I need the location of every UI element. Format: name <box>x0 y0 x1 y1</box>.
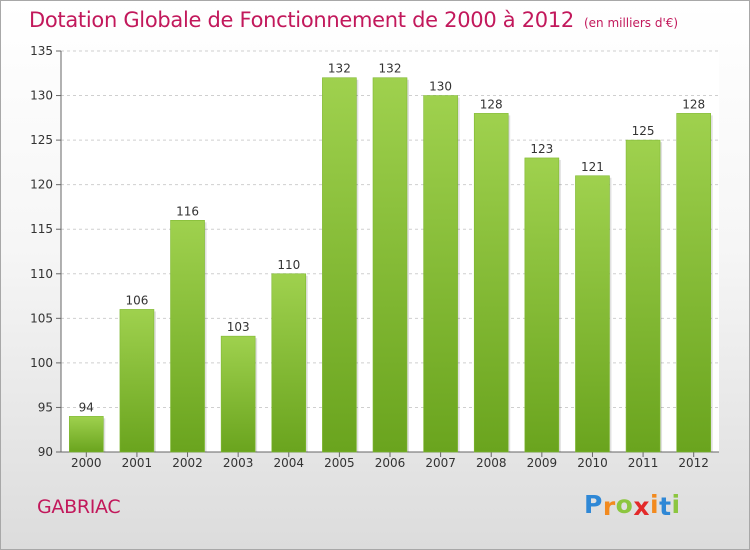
x-tick-label: 2007 <box>425 456 456 470</box>
x-tick-label: 2003 <box>223 456 254 470</box>
logo-letter: x <box>633 492 650 521</box>
bar <box>170 220 205 453</box>
logo-letter: P <box>584 490 603 519</box>
x-tick-label: 2000 <box>71 456 102 470</box>
logo-letter: i <box>671 490 681 519</box>
y-tick-label: 135 <box>30 44 53 58</box>
bars <box>69 77 713 453</box>
bar-value-label: 121 <box>581 160 604 174</box>
bar-value-label: 103 <box>227 320 250 334</box>
bar-value-label: 94 <box>79 400 94 414</box>
bar <box>423 95 458 453</box>
bar-value-label: 116 <box>176 204 199 218</box>
x-tick-label: 2004 <box>273 456 304 470</box>
y-tick-label: 125 <box>30 133 53 147</box>
y-tick-label: 115 <box>30 222 53 236</box>
bar <box>69 416 104 453</box>
bar <box>372 77 408 453</box>
chart-title-text: Dotation Globale de Fonctionnement de 20… <box>29 8 574 32</box>
x-tick-label: 2009 <box>527 456 558 470</box>
bar-value-label: 130 <box>429 80 452 94</box>
bar <box>473 113 509 453</box>
y-tick-label: 110 <box>30 267 53 281</box>
logo-letter: i <box>650 490 660 519</box>
bar-value-label: 128 <box>682 97 705 111</box>
x-tick-label: 2002 <box>172 456 203 470</box>
bar <box>676 113 711 453</box>
bar-value-label: 132 <box>328 62 351 76</box>
bar <box>271 273 307 453</box>
x-tick-label: 2008 <box>476 456 507 470</box>
bar <box>625 139 661 453</box>
y-tick-label: 90 <box>38 445 53 459</box>
bar <box>119 309 155 453</box>
bar-value-label: 123 <box>530 142 553 156</box>
logo-letter: r <box>602 492 616 521</box>
x-tick-label: 2012 <box>678 456 709 470</box>
y-tick-label: 130 <box>30 89 53 103</box>
x-tick-label: 2011 <box>628 456 659 470</box>
x-tick-label: 2010 <box>577 456 608 470</box>
x-tick-label: 2006 <box>375 456 406 470</box>
y-tick-label: 105 <box>30 311 53 325</box>
chart-subtitle: (en milliers d'€) <box>583 16 679 30</box>
bar <box>322 77 357 453</box>
bar-value-label: 132 <box>379 62 402 76</box>
bar <box>524 157 560 453</box>
x-tick-label: 2005 <box>324 456 355 470</box>
proxiti-logo: Proxiti <box>584 490 681 521</box>
commune-name: GABRIAC <box>37 496 121 518</box>
y-tick-label: 120 <box>30 178 53 192</box>
bar-value-label: 110 <box>277 258 300 272</box>
logo-letter: t <box>659 492 672 521</box>
chart-title: Dotation Globale de Fonctionnement de 20… <box>29 8 678 32</box>
y-tick-label: 100 <box>30 356 53 370</box>
labels: 90 95 100 105 110 115 120 125 130 135 94 2000 106 200… <box>30 44 709 470</box>
bar-value-label: 128 <box>480 97 503 111</box>
logo-letter: o <box>615 490 634 519</box>
x-tick-label: 2001 <box>122 456 153 470</box>
bar <box>575 175 610 453</box>
bar-value-label: 125 <box>632 124 655 138</box>
bar-value-label: 106 <box>125 293 148 307</box>
bar <box>220 335 256 453</box>
y-tick-label: 95 <box>38 400 53 414</box>
